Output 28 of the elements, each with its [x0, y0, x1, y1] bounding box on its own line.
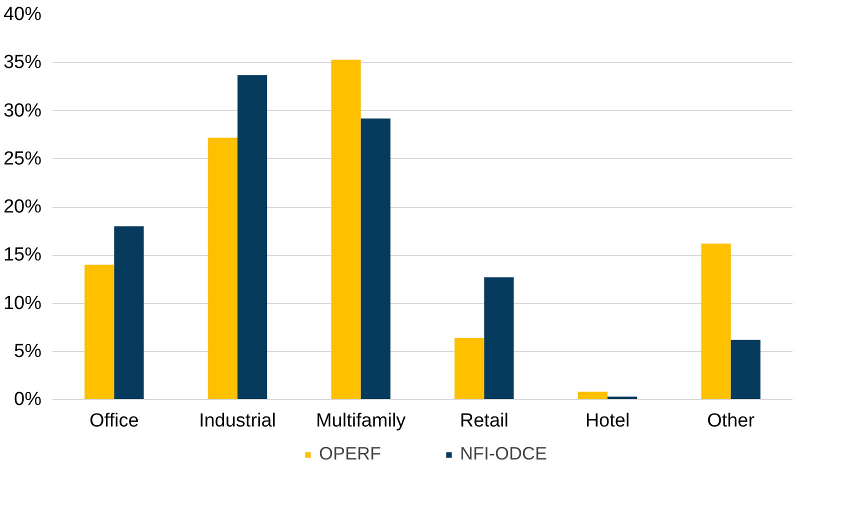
- legend-label: NFI-ODCE: [460, 444, 548, 464]
- bar: [484, 277, 514, 400]
- bar: [84, 264, 114, 400]
- x-tick-label: Retail: [460, 410, 508, 432]
- bar: [578, 392, 608, 400]
- y-tick-label: 0%: [14, 389, 42, 410]
- legend-label: OPERF: [318, 444, 382, 464]
- x-tick-label: Office: [90, 410, 139, 432]
- x-tick-label: Hotel: [585, 410, 630, 432]
- y-tick-label: 15%: [3, 244, 42, 266]
- y-tick-label: 30%: [3, 100, 42, 122]
- bar: [730, 340, 760, 400]
- y-tick-label: 20%: [3, 196, 42, 218]
- y-tick-label: 5%: [14, 340, 42, 362]
- y-tick-label: 25%: [3, 148, 42, 170]
- bar: [114, 226, 144, 400]
- bar: [360, 118, 390, 400]
- bar: [331, 60, 361, 400]
- bar: [701, 244, 731, 400]
- bar: [208, 138, 238, 400]
- bar: [238, 75, 268, 400]
- x-tick-label: Industrial: [198, 410, 276, 432]
- x-tick-label: Multifamily: [316, 410, 406, 432]
- y-tick-label: 40%: [3, 4, 42, 25]
- bar: [454, 338, 484, 400]
- y-tick-label: 35%: [3, 52, 42, 74]
- x-tick-label: Other: [707, 410, 756, 432]
- y-tick-label: 10%: [3, 292, 42, 314]
